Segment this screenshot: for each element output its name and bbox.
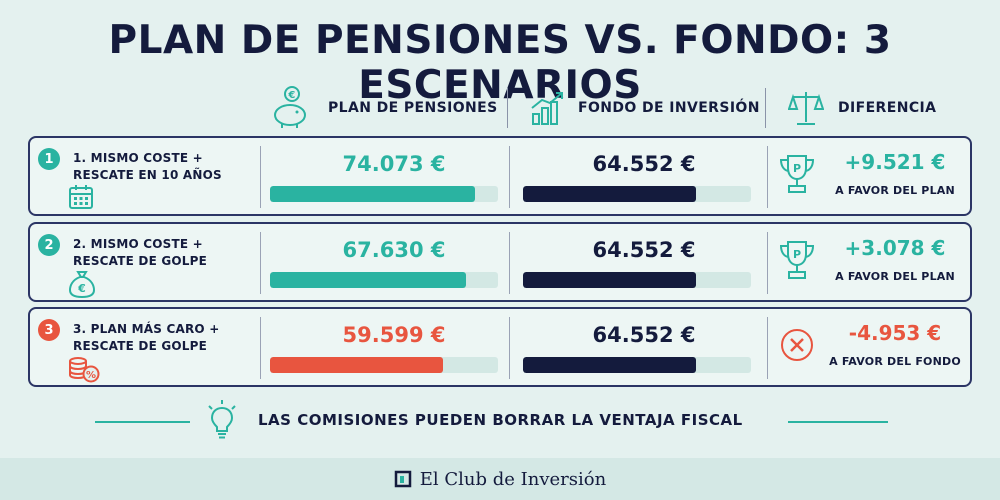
plan-value: 67.630 €	[342, 238, 446, 262]
club-logo-icon	[394, 470, 412, 488]
row-divider	[767, 146, 768, 208]
column-header-fund: FONDO DE INVERSIÓN	[530, 82, 760, 134]
trophy-icon: P	[779, 241, 815, 279]
header-divider	[765, 88, 766, 128]
scenario-label-line1: 1. MISMO COSTE +	[73, 151, 203, 165]
x-circle-icon	[781, 329, 813, 361]
difference-note: A FAVOR DEL FONDO	[829, 355, 961, 368]
scenario-label-line1: 2. MISMO COSTE +	[73, 237, 203, 251]
svg-text:P: P	[793, 248, 801, 261]
row-divider	[260, 317, 261, 379]
row-divider	[509, 317, 510, 379]
column-header-diff-label: DIFERENCIA	[838, 100, 937, 116]
balance-scale-icon	[788, 92, 824, 125]
fund-bar-track	[523, 272, 751, 288]
row-divider	[260, 146, 261, 208]
piggy-bank-euro-icon: €	[274, 86, 306, 128]
plan-bar-fill	[270, 186, 476, 202]
fund-bar-track	[523, 357, 751, 373]
trophy-icon: P	[779, 155, 815, 193]
fund-bar-track	[523, 186, 751, 202]
scenario-label: 3. PLAN MÁS CARO + RESCATE DE GOLPE	[73, 321, 263, 355]
scenario-row-1: 1 1. MISMO COSTE + RESCATE EN 10 AÑOS 74…	[28, 136, 972, 216]
scenario-number-badge: 1	[38, 148, 60, 170]
difference-value: +3.078 €	[844, 236, 946, 260]
fund-bar-fill	[523, 272, 697, 288]
footer-rule-right	[788, 421, 888, 423]
scenario-label: 1. MISMO COSTE + RESCATE EN 10 AÑOS	[73, 150, 263, 184]
scenario-label-line1: 3. PLAN MÁS CARO +	[73, 322, 220, 336]
plan-bar-fill	[270, 357, 444, 373]
plan-bar-track	[270, 186, 498, 202]
fund-value: 64.552 €	[592, 323, 696, 347]
column-header-fund-label: FONDO DE INVERSIÓN	[578, 100, 760, 116]
difference-value: +9.521 €	[844, 150, 946, 174]
column-header-plan-label: PLAN DE PENSIONES	[328, 100, 498, 116]
fund-value: 64.552 €	[592, 238, 696, 262]
svg-text:P: P	[793, 162, 801, 175]
scenario-label-line2: RESCATE DE GOLPE	[73, 254, 208, 268]
svg-text:€: €	[77, 282, 86, 295]
column-header-plan: € PLAN DE PENSIONES	[270, 82, 498, 134]
footer-rule-left	[95, 421, 190, 423]
fund-bar-fill	[523, 186, 697, 202]
scenario-number-badge: 2	[38, 234, 60, 256]
scenario-number-badge: 3	[38, 319, 60, 341]
plan-value: 59.599 €	[342, 323, 446, 347]
difference-value: -4.953 €	[848, 321, 942, 345]
header-divider	[507, 88, 508, 128]
row-divider	[509, 146, 510, 208]
scenario-row-3: 3 3. PLAN MÁS CARO + RESCATE DE GOLPE % …	[28, 307, 972, 387]
difference-note: A FAVOR DEL PLAN	[835, 270, 955, 283]
svg-text:%: %	[86, 370, 96, 381]
plan-bar-track	[270, 272, 498, 288]
row-divider	[509, 232, 510, 294]
brand-name: El Club de Inversión	[419, 468, 607, 490]
plan-bar-fill	[270, 272, 467, 288]
coins-percent-icon: %	[69, 357, 100, 383]
row-divider	[260, 232, 261, 294]
row-divider	[767, 232, 768, 294]
plan-value: 74.073 €	[342, 152, 446, 176]
scenario-label-line2: RESCATE DE GOLPE	[73, 339, 208, 353]
scenario-label: 2. MISMO COSTE + RESCATE DE GOLPE	[73, 236, 263, 270]
svg-text:€: €	[287, 90, 295, 101]
page-title: PLAN DE PENSIONES VS. FONDO: 3 ESCENARIO…	[108, 18, 892, 108]
fund-bar-fill	[523, 357, 697, 373]
footer-message: LAS COMISIONES PUEDEN BORRAR LA VENTAJA …	[258, 411, 743, 429]
plan-bar-track	[270, 357, 498, 373]
scenario-row-2: 2 2. MISMO COSTE + RESCATE DE GOLPE € 67…	[28, 222, 972, 302]
calendar-icon	[69, 185, 93, 209]
scenario-label-line2: RESCATE EN 10 AÑOS	[73, 168, 222, 182]
fund-value: 64.552 €	[592, 152, 696, 176]
brand-bar: El Club de Inversión	[0, 458, 1000, 500]
row-divider	[767, 317, 768, 379]
difference-note: A FAVOR DEL PLAN	[835, 184, 955, 197]
money-bag-euro-icon: €	[68, 271, 96, 298]
rising-bar-chart-icon	[531, 92, 563, 125]
lightbulb-icon	[208, 400, 236, 439]
column-header-diff: DIFERENCIA	[788, 82, 936, 134]
